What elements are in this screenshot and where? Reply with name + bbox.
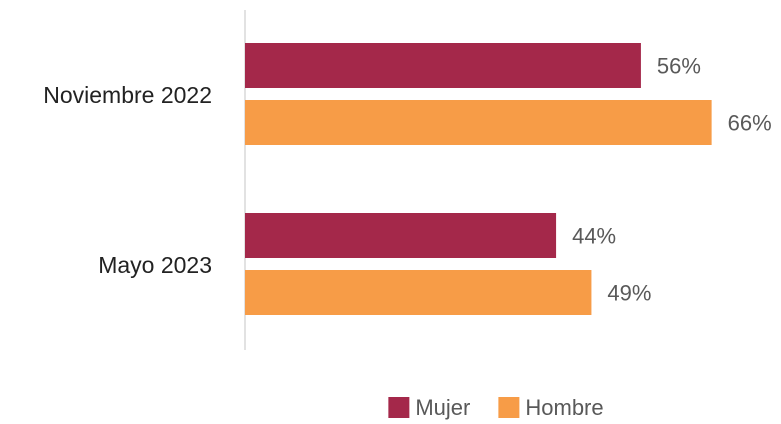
value-label: 56% — [657, 53, 701, 78]
bar — [245, 100, 712, 145]
value-label: 44% — [572, 223, 616, 248]
category-label: Mayo 2023 — [98, 252, 212, 278]
legend-label: Mujer — [415, 395, 470, 420]
bar — [245, 213, 557, 258]
legend-swatch — [388, 397, 410, 418]
bar — [245, 43, 641, 88]
value-label: 66% — [728, 110, 772, 135]
legend-swatch — [498, 397, 520, 418]
value-label: 49% — [607, 280, 651, 305]
category-label: Noviembre 2022 — [43, 82, 212, 108]
legend-label: Hombre — [525, 395, 603, 420]
bar — [245, 270, 592, 315]
